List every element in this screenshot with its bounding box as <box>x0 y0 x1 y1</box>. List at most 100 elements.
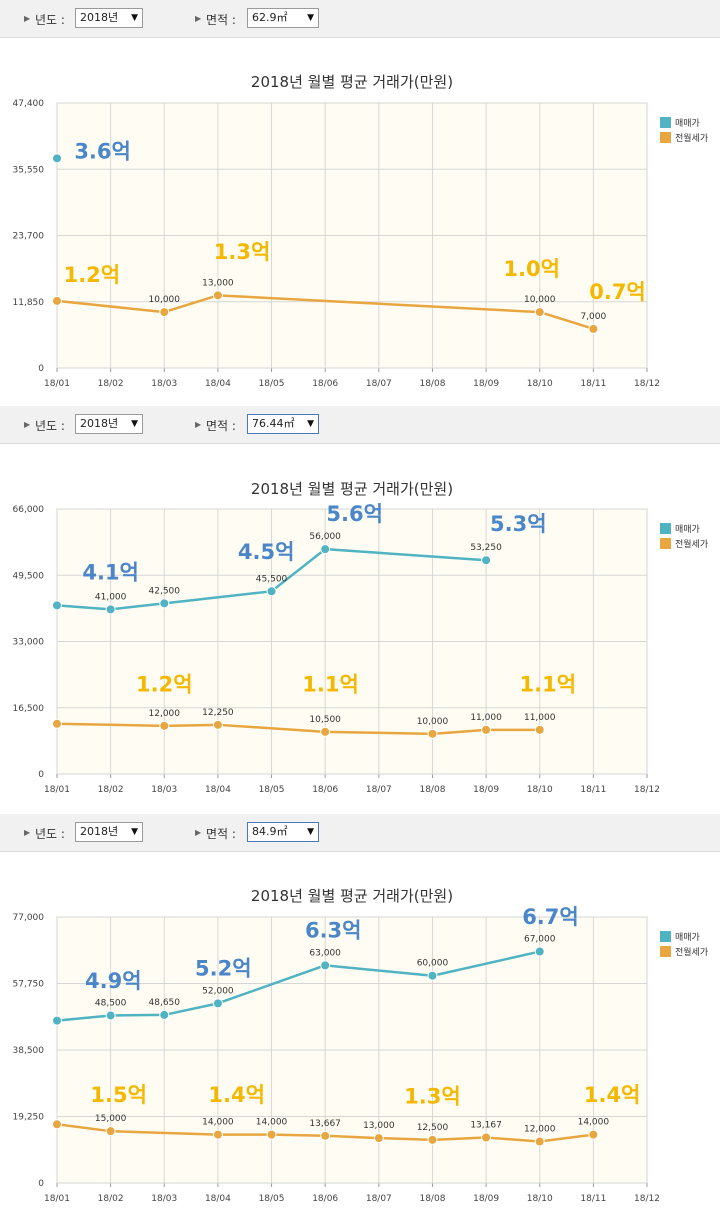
area-select-value: 62.9㎡ <box>252 11 288 24</box>
data-label: 12,250 <box>202 708 234 718</box>
legend-label: 전월세가 <box>675 538 708 550</box>
price-annotation: 5.6억 <box>326 502 383 526</box>
data-point <box>481 1132 492 1143</box>
area-select[interactable]: 62.9㎡ ▼ <box>247 8 319 28</box>
data-point <box>427 970 438 981</box>
legend-label: 매매가 <box>675 118 700 129</box>
filter-bar: ▶ 년도 : 2018년 ▼ ▶ 면적 : 84.9㎡ ▼ <box>0 814 720 852</box>
x-tick-label: 18/07 <box>366 1194 392 1204</box>
x-tick-label: 18/06 <box>312 379 338 389</box>
data-label: 14,000 <box>202 1118 234 1128</box>
x-tick-label: 18/04 <box>205 1194 231 1204</box>
year-select[interactable]: 2018년 ▼ <box>75 8 143 28</box>
price-annotation: 6.7억 <box>522 905 579 929</box>
x-tick-label: 18/10 <box>527 379 553 389</box>
data-point <box>105 1010 116 1021</box>
data-point <box>266 1129 277 1140</box>
legend-swatch <box>660 931 671 942</box>
area-select[interactable]: 84.9㎡ ▼ <box>247 822 319 842</box>
legend-label: 전월세가 <box>675 132 708 144</box>
y-tick-label: 35,550 <box>13 165 45 175</box>
data-point <box>52 600 62 611</box>
x-tick-label: 18/12 <box>634 1194 660 1204</box>
series-line-0 <box>56 547 487 611</box>
year-label: 년도 : <box>35 419 65 433</box>
price-annotation: 4.9억 <box>85 969 142 993</box>
legend-swatch <box>660 946 671 957</box>
x-tick-label: 18/07 <box>366 785 392 795</box>
x-tick-label: 18/09 <box>473 379 499 389</box>
y-tick-label: 57,750 <box>13 980 45 990</box>
x-tick-label: 18/01 <box>44 379 70 389</box>
data-point <box>427 728 438 739</box>
price-annotation: 5.3억 <box>490 512 547 536</box>
dropdown-arrow-icon: ▼ <box>307 419 314 429</box>
legend-label: 전월세가 <box>675 946 708 958</box>
data-point <box>534 724 545 735</box>
x-tick-label: 18/08 <box>419 1194 445 1204</box>
y-tick-label: 47,400 <box>13 99 45 109</box>
area-select-value: 84.9㎡ <box>252 825 288 838</box>
data-label: 14,000 <box>256 1118 288 1128</box>
data-point <box>266 586 277 597</box>
year-label: 년도 : <box>35 13 65 27</box>
legend-label: 매매가 <box>675 932 700 943</box>
data-label: 13,000 <box>202 278 234 288</box>
data-label: 63,000 <box>309 948 341 958</box>
year-select-value: 2018년 <box>80 11 119 24</box>
x-tick-label: 18/07 <box>366 379 392 389</box>
data-label: 52,000 <box>202 986 234 996</box>
dropdown-arrow-icon: ▼ <box>131 827 138 837</box>
data-label: 10,000 <box>417 717 449 727</box>
dropdown-arrow-icon: ▼ <box>307 827 314 837</box>
x-tick-label: 18/09 <box>473 785 499 795</box>
year-select-value: 2018년 <box>80 825 119 838</box>
price-annotation: 3.6억 <box>74 139 131 163</box>
price-annotation: 4.1억 <box>82 560 139 584</box>
y-tick-label: 49,500 <box>13 571 45 581</box>
legend-swatch <box>660 538 671 549</box>
data-point <box>105 604 116 615</box>
legend-swatch <box>660 523 671 534</box>
price-annotation: 1.0억 <box>503 257 560 281</box>
data-point <box>159 720 170 731</box>
filter-bar: ▶ 년도 : 2018년 ▼ ▶ 면적 : 62.9㎡ ▼ <box>0 0 720 38</box>
data-label: 48,650 <box>149 998 181 1008</box>
dropdown-arrow-icon: ▼ <box>307 13 314 23</box>
price-annotation: 6.3억 <box>305 919 362 943</box>
data-point <box>159 307 170 318</box>
price-annotation: 1.3억 <box>214 240 271 264</box>
data-point <box>534 1136 545 1147</box>
price-annotation: 5.2억 <box>195 957 252 981</box>
data-label: 12,000 <box>524 1125 556 1135</box>
price-annotation: 0.7억 <box>589 280 646 304</box>
area-select[interactable]: 76.44㎡ ▼ <box>247 414 319 434</box>
data-point <box>52 1119 62 1130</box>
x-tick-label: 18/03 <box>151 1194 177 1204</box>
x-tick-label: 18/05 <box>259 379 285 389</box>
x-tick-label: 18/04 <box>205 785 231 795</box>
data-point <box>212 290 223 301</box>
line-chart: 2018년 월별 평균 거래가(만원) 18/01 18/02 18/03 18/04 1… <box>13 480 709 795</box>
x-tick-label: 18/11 <box>580 1194 606 1204</box>
data-point <box>588 1129 599 1140</box>
area-select-value: 76.44㎡ <box>252 417 295 430</box>
data-point <box>212 998 223 1009</box>
data-label: 12,500 <box>417 1123 449 1133</box>
line-chart: 2018년 월별 평균 거래가(만원) 18/01 18/02 18/03 18/04 1… <box>13 73 709 389</box>
price-panel-1: ▶ 년도 : 2018년 ▼ ▶ 면적 : 62.9㎡ ▼ 2018년 월별 평… <box>0 0 720 406</box>
data-label: 45,500 <box>256 574 288 584</box>
data-label: 10,500 <box>309 715 341 725</box>
year-select[interactable]: 2018년 ▼ <box>75 414 143 434</box>
x-tick-label: 18/10 <box>527 1194 553 1204</box>
year-select[interactable]: 2018년 ▼ <box>75 822 143 842</box>
x-tick-label: 18/02 <box>98 785 124 795</box>
data-point <box>52 295 62 306</box>
price-annotation: 1.3억 <box>404 1085 461 1109</box>
x-tick-label: 18/04 <box>205 379 231 389</box>
legend-label: 매매가 <box>675 524 700 535</box>
x-tick-label: 18/08 <box>419 379 445 389</box>
y-tick-label: 33,000 <box>13 638 45 648</box>
data-point <box>427 1134 438 1145</box>
data-label: 53,250 <box>470 543 502 553</box>
